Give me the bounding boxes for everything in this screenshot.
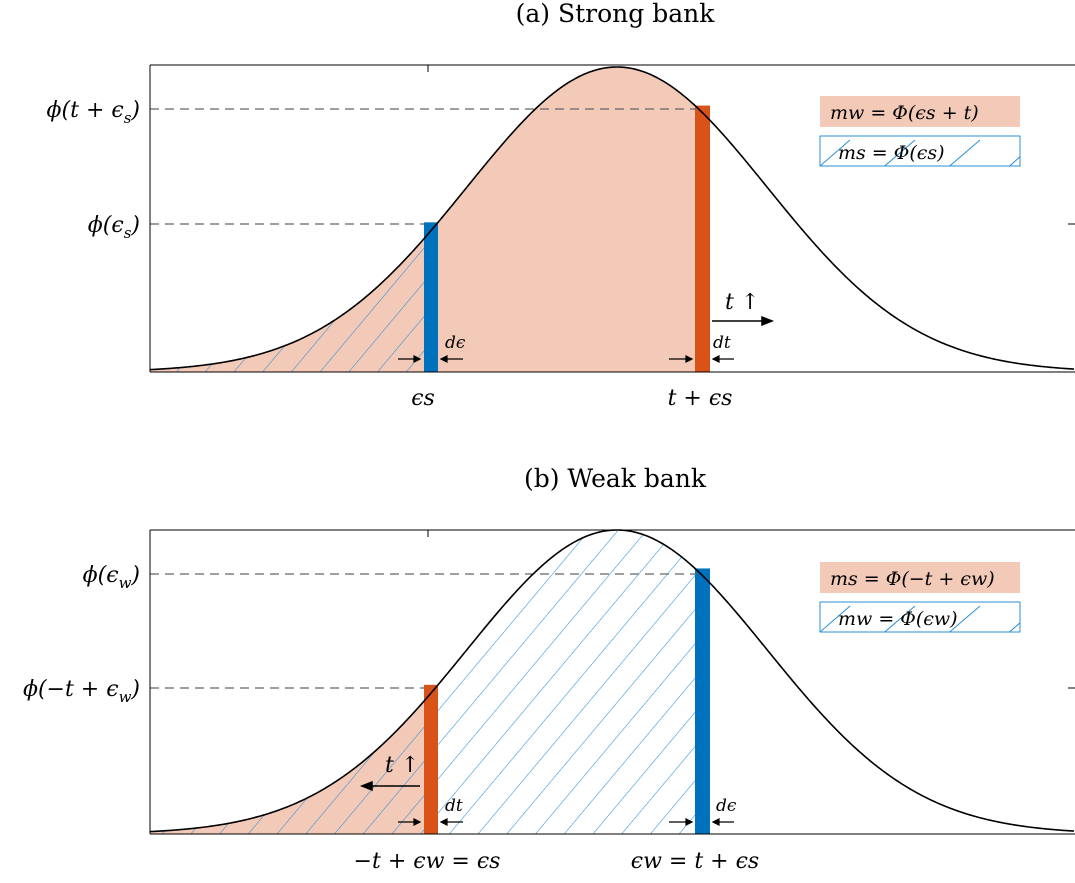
panel-weak-bank: (b) Weak bank ϕ(ϵw) ϕ(−t + ϵw) −t + ϵw =… [23,464,1075,874]
legend-label-mw: mw = Φ(ϵw) [838,608,958,630]
x-label-epsilon-s: ϵs [411,386,435,411]
label-d-epsilon: dϵ [445,333,466,353]
width-arrows-left [398,818,463,826]
y-label-upper: ϕ(ϵw) [83,563,140,592]
legend-swatch-ms [820,562,1020,593]
y-label-lower: ϕ(−t + ϵw) [23,677,140,706]
area-mw [150,67,696,372]
t-up-label: t ↑ [385,753,419,778]
width-arrows-right [669,355,734,363]
y-label-lower: ϕ(ϵs) [88,213,140,242]
label-dt: dt [445,796,463,816]
area-mw-hatch [150,530,696,834]
panel-b-title: (b) Weak bank [524,464,707,493]
legend-b: ms = Φ(−t + ϵw) mw = Φ(ϵw) [819,562,1021,633]
bar-dt [424,684,438,834]
legend-label-ms: ms = Φ(ϵs) [838,142,945,164]
x-label-t-plus-epsilon-s: t + ϵs [668,386,733,411]
panel-a-title: (a) Strong bank [516,0,716,28]
legend-a: mw = Φ(ϵs + t) ms = Φ(ϵs) [819,96,1021,167]
label-dt: dt [713,333,731,353]
bar-d-epsilon [695,568,710,834]
bar-dt [695,105,710,372]
t-increase-arrow [359,780,420,792]
area-ms-hatch [150,238,424,372]
panel-strong-bank: (a) Strong bank ϕ(t + ϵs) ϕ(ϵs) ϵs t + ϵ… [47,0,1075,411]
y-label-upper: ϕ(t + ϵs) [47,98,140,127]
density-curve [149,66,1075,371]
x-label-right: ϵw = t + ϵs [631,849,759,874]
t-increase-arrow [712,315,775,327]
width-arrows-left [398,355,463,363]
x-label-left: −t + ϵw = ϵs [354,849,501,874]
legend-label-ms: ms = Φ(−t + ϵw) [830,568,995,590]
legend-swatch-mw [820,96,1020,127]
label-d-epsilon: dϵ [716,796,737,816]
width-arrows-right [669,818,734,826]
bar-d-epsilon [424,222,438,372]
legend-label-mw: mw = Φ(ϵs + t) [830,102,979,124]
t-up-label: t ↑ [725,290,759,315]
